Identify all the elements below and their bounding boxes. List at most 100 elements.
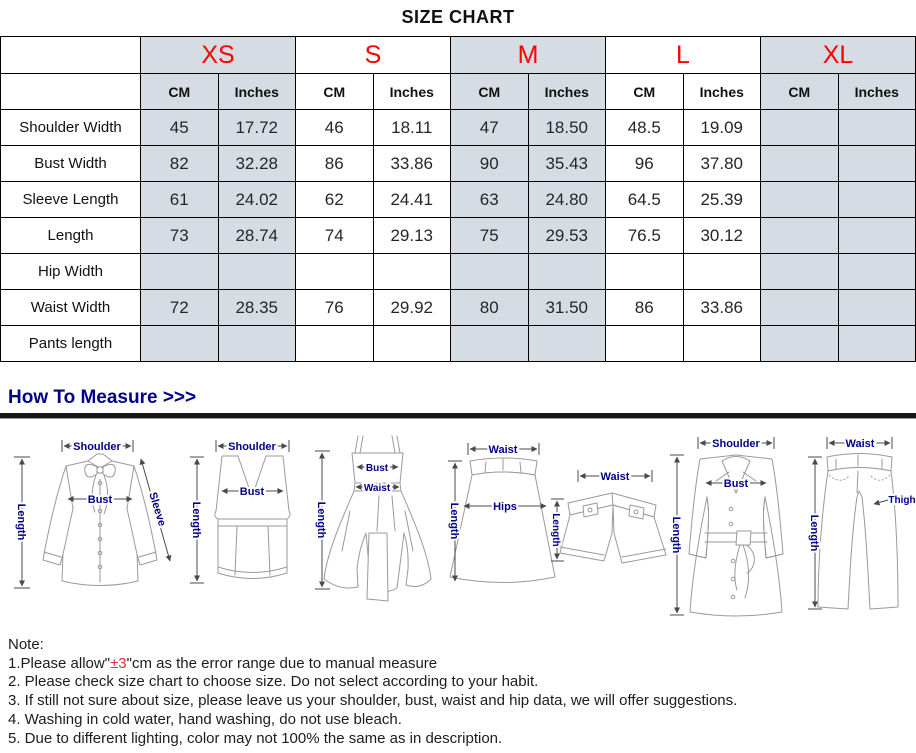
cell-s-cm: 62 <box>295 181 374 218</box>
cell-l-inches <box>682 325 761 362</box>
cell-xl-cm <box>760 325 839 362</box>
size-chart-table: XS S M L XL CM Inches CM Inches CM Inche… <box>0 36 916 362</box>
dress-length-label: Length <box>315 502 327 539</box>
note-line-1-tolerance: ±3 <box>110 654 127 672</box>
cell-xl-inches <box>837 217 916 254</box>
dress-bust-arrow: Bust <box>356 461 399 476</box>
size-header-s: S <box>295 36 451 74</box>
cell-m-inches: 24.80 <box>527 181 606 218</box>
pants-thigh-label: Thigh <box>888 495 915 506</box>
corner-cell <box>0 36 141 74</box>
cell-m-inches <box>527 325 606 362</box>
top-bust-label: Bust <box>240 486 265 498</box>
cell-m-inches <box>527 253 606 290</box>
note-section: Note: 1.Please allow"±3"cm as the error … <box>8 636 916 748</box>
pants-length-label: Length <box>808 515 820 552</box>
note-line-1: 1.Please allow"±3"cm as the error range … <box>8 655 916 674</box>
table-row: Shoulder Width 45 17.72 46 18.11 47 18.50 48.5 1… <box>0 109 916 146</box>
note-line-5: 5. Due to different lighting, color may … <box>8 729 503 747</box>
note-heading: Note: <box>8 636 44 653</box>
cell-xs-inches <box>217 325 296 362</box>
dress-waist-label: Waist <box>364 483 391 494</box>
top-shoulder-arrow: Shoulder <box>215 439 290 455</box>
skirt-length-arrow: Length <box>446 460 462 582</box>
cell-m-cm: 63 <box>450 181 529 218</box>
measure-figures: Shoulder Length Bust Sleeve <box>0 421 916 627</box>
top-length-label: Length <box>190 502 202 539</box>
cell-m-cm <box>450 253 529 290</box>
unit-header-xs-inches: Inches <box>217 73 296 110</box>
unit-header-xl-cm: CM <box>760 73 839 110</box>
cell-m-inches: 35.43 <box>527 145 606 182</box>
table-row: Length 73 28.74 74 29.13 75 29.53 76.5 30.12 <box>0 217 916 254</box>
skirt-figure: Waist Length Hips <box>446 442 556 583</box>
unit-header-xl-inches: Inches <box>837 73 916 110</box>
cell-m-cm: 75 <box>450 217 529 254</box>
cell-xl-cm <box>760 109 839 146</box>
cell-xs-inches <box>217 253 296 290</box>
blouse-shoulder-arrow: Shoulder <box>61 439 134 455</box>
skirt-waist-arrow: Waist <box>467 442 540 458</box>
note-line-3: 3. If still not sure about size, please … <box>8 692 738 710</box>
cell-xs-cm <box>140 253 219 290</box>
row-label: Sleeve Length <box>0 181 141 218</box>
cell-xl-inches <box>837 145 916 182</box>
cell-s-cm: 46 <box>295 109 374 146</box>
note-line-1-prefix: 1.Please allow" <box>8 654 111 672</box>
coat-shoulder-label: Shoulder <box>712 438 760 450</box>
cell-l-cm: 86 <box>605 289 684 326</box>
unit-header-s-inches: Inches <box>372 73 451 110</box>
coat-bust-arrow: Bust <box>705 476 767 492</box>
dress-drawing <box>323 435 432 602</box>
shorts-waist-label: Waist <box>601 471 630 483</box>
cell-xl-inches <box>837 109 916 146</box>
unit-header-s-cm: CM <box>295 73 374 110</box>
cell-s-cm: 76 <box>295 289 374 326</box>
shorts-waist-arrow: Waist <box>577 469 653 485</box>
dress-length-arrow: Length <box>313 450 330 590</box>
cell-s-cm <box>295 253 374 290</box>
pants-waist-label: Waist <box>846 438 875 450</box>
row-label: Bust Width <box>0 145 141 182</box>
size-table-body: Shoulder Width 45 17.72 46 18.11 47 18.50 48.5 1… <box>0 109 916 362</box>
skirt-length-label: Length <box>448 503 460 540</box>
note-line-1-suffix: "cm as the error range due to manual mea… <box>126 654 438 672</box>
pants-thigh-arrow: Thigh <box>873 493 916 508</box>
cell-xs-inches: 28.74 <box>217 217 296 254</box>
units-header-row: CM Inches CM Inches CM Inches CM Inches … <box>0 73 916 110</box>
row-label: Length <box>0 217 141 254</box>
shorts-drawing <box>559 492 667 564</box>
pants-figure: Waist Length Thigh <box>806 436 916 610</box>
blouse-shoulder-label: Shoulder <box>73 441 121 453</box>
blouse-bust-arrow: Bust <box>67 492 133 508</box>
shorts-length-arrow: Length <box>548 498 564 562</box>
skirt-drawing <box>449 457 556 583</box>
blouse-bust-label: Bust <box>88 494 113 506</box>
row-label: Hip Width <box>0 253 141 290</box>
size-header-row: XS S M L XL <box>0 36 916 74</box>
cell-s-cm <box>295 325 374 362</box>
size-header-xl: XL <box>760 36 916 74</box>
cell-s-inches: 24.41 <box>372 181 451 218</box>
unit-header-m-cm: CM <box>450 73 529 110</box>
note-line-4: 4. Washing in cold water, hand washing, … <box>8 710 402 728</box>
row-label: Pants length <box>0 325 141 362</box>
cell-xl-inches <box>837 325 916 362</box>
unit-header-l-inches: Inches <box>682 73 761 110</box>
cell-l-inches: 30.12 <box>682 217 761 254</box>
cell-xs-inches: 17.72 <box>217 109 296 146</box>
cell-l-inches <box>682 253 761 290</box>
cell-m-cm: 80 <box>450 289 529 326</box>
page-title: SIZE CHART <box>401 7 515 27</box>
dress-figure: Length Bust Waist <box>313 435 432 602</box>
cell-l-cm: 76.5 <box>605 217 684 254</box>
how-to-measure-heading: How To Measure >>> <box>8 387 197 408</box>
cell-xs-cm: 82 <box>140 145 219 182</box>
cell-l-cm: 64.5 <box>605 181 684 218</box>
size-header-m: M <box>450 36 606 74</box>
coat-length-arrow: Length <box>668 454 684 616</box>
pants-waist-arrow: Waist <box>826 436 893 452</box>
cell-m-inches: 18.50 <box>527 109 606 146</box>
cell-xl-cm <box>760 145 839 182</box>
blouse-figure: Shoulder Length Bust Sleeve <box>13 439 172 589</box>
